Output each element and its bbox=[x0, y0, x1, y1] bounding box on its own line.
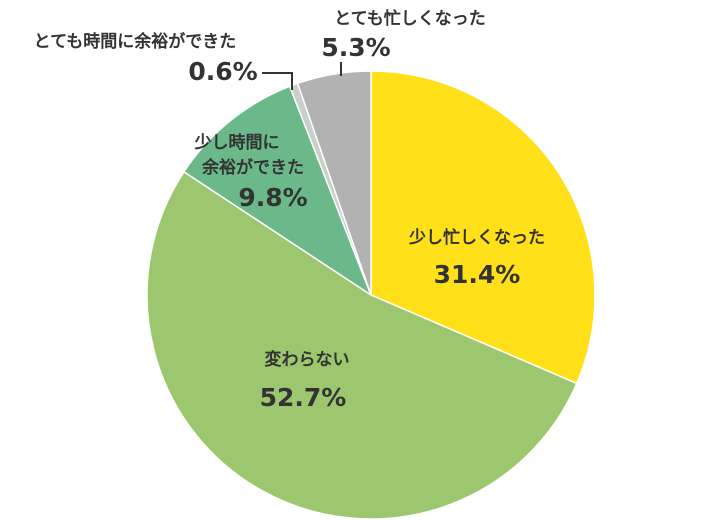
slice-value-slightly-free: 9.8% bbox=[238, 183, 307, 212]
slice-label-slightly-free-line2: 余裕ができた bbox=[201, 157, 304, 178]
slice-no-change bbox=[146, 170, 578, 520]
slice-value-slightly-busy: 31.4% bbox=[434, 260, 521, 289]
slice-value-no-change: 52.7% bbox=[260, 383, 347, 412]
slice-label-very-busy: とても忙しくなった bbox=[334, 8, 486, 29]
slice-label-no-change: 変わらない bbox=[265, 349, 350, 370]
slice-slightly-busy bbox=[370, 70, 596, 385]
slice-very-busy bbox=[296, 70, 372, 296]
slice-label-slightly-free-line1: 少し時間に bbox=[194, 132, 280, 153]
slice-label-very-free: とても時間に余裕ができた bbox=[34, 31, 237, 52]
slice-slightly-free bbox=[182, 85, 373, 297]
leader-line-very-free bbox=[262, 72, 293, 90]
pie-slices bbox=[146, 70, 596, 520]
slice-value-very-busy: 5.3% bbox=[321, 33, 390, 62]
slice-label-slightly-busy: 少し忙しくなった bbox=[408, 227, 545, 248]
slice-value-very-free: 0.6% bbox=[188, 57, 257, 86]
